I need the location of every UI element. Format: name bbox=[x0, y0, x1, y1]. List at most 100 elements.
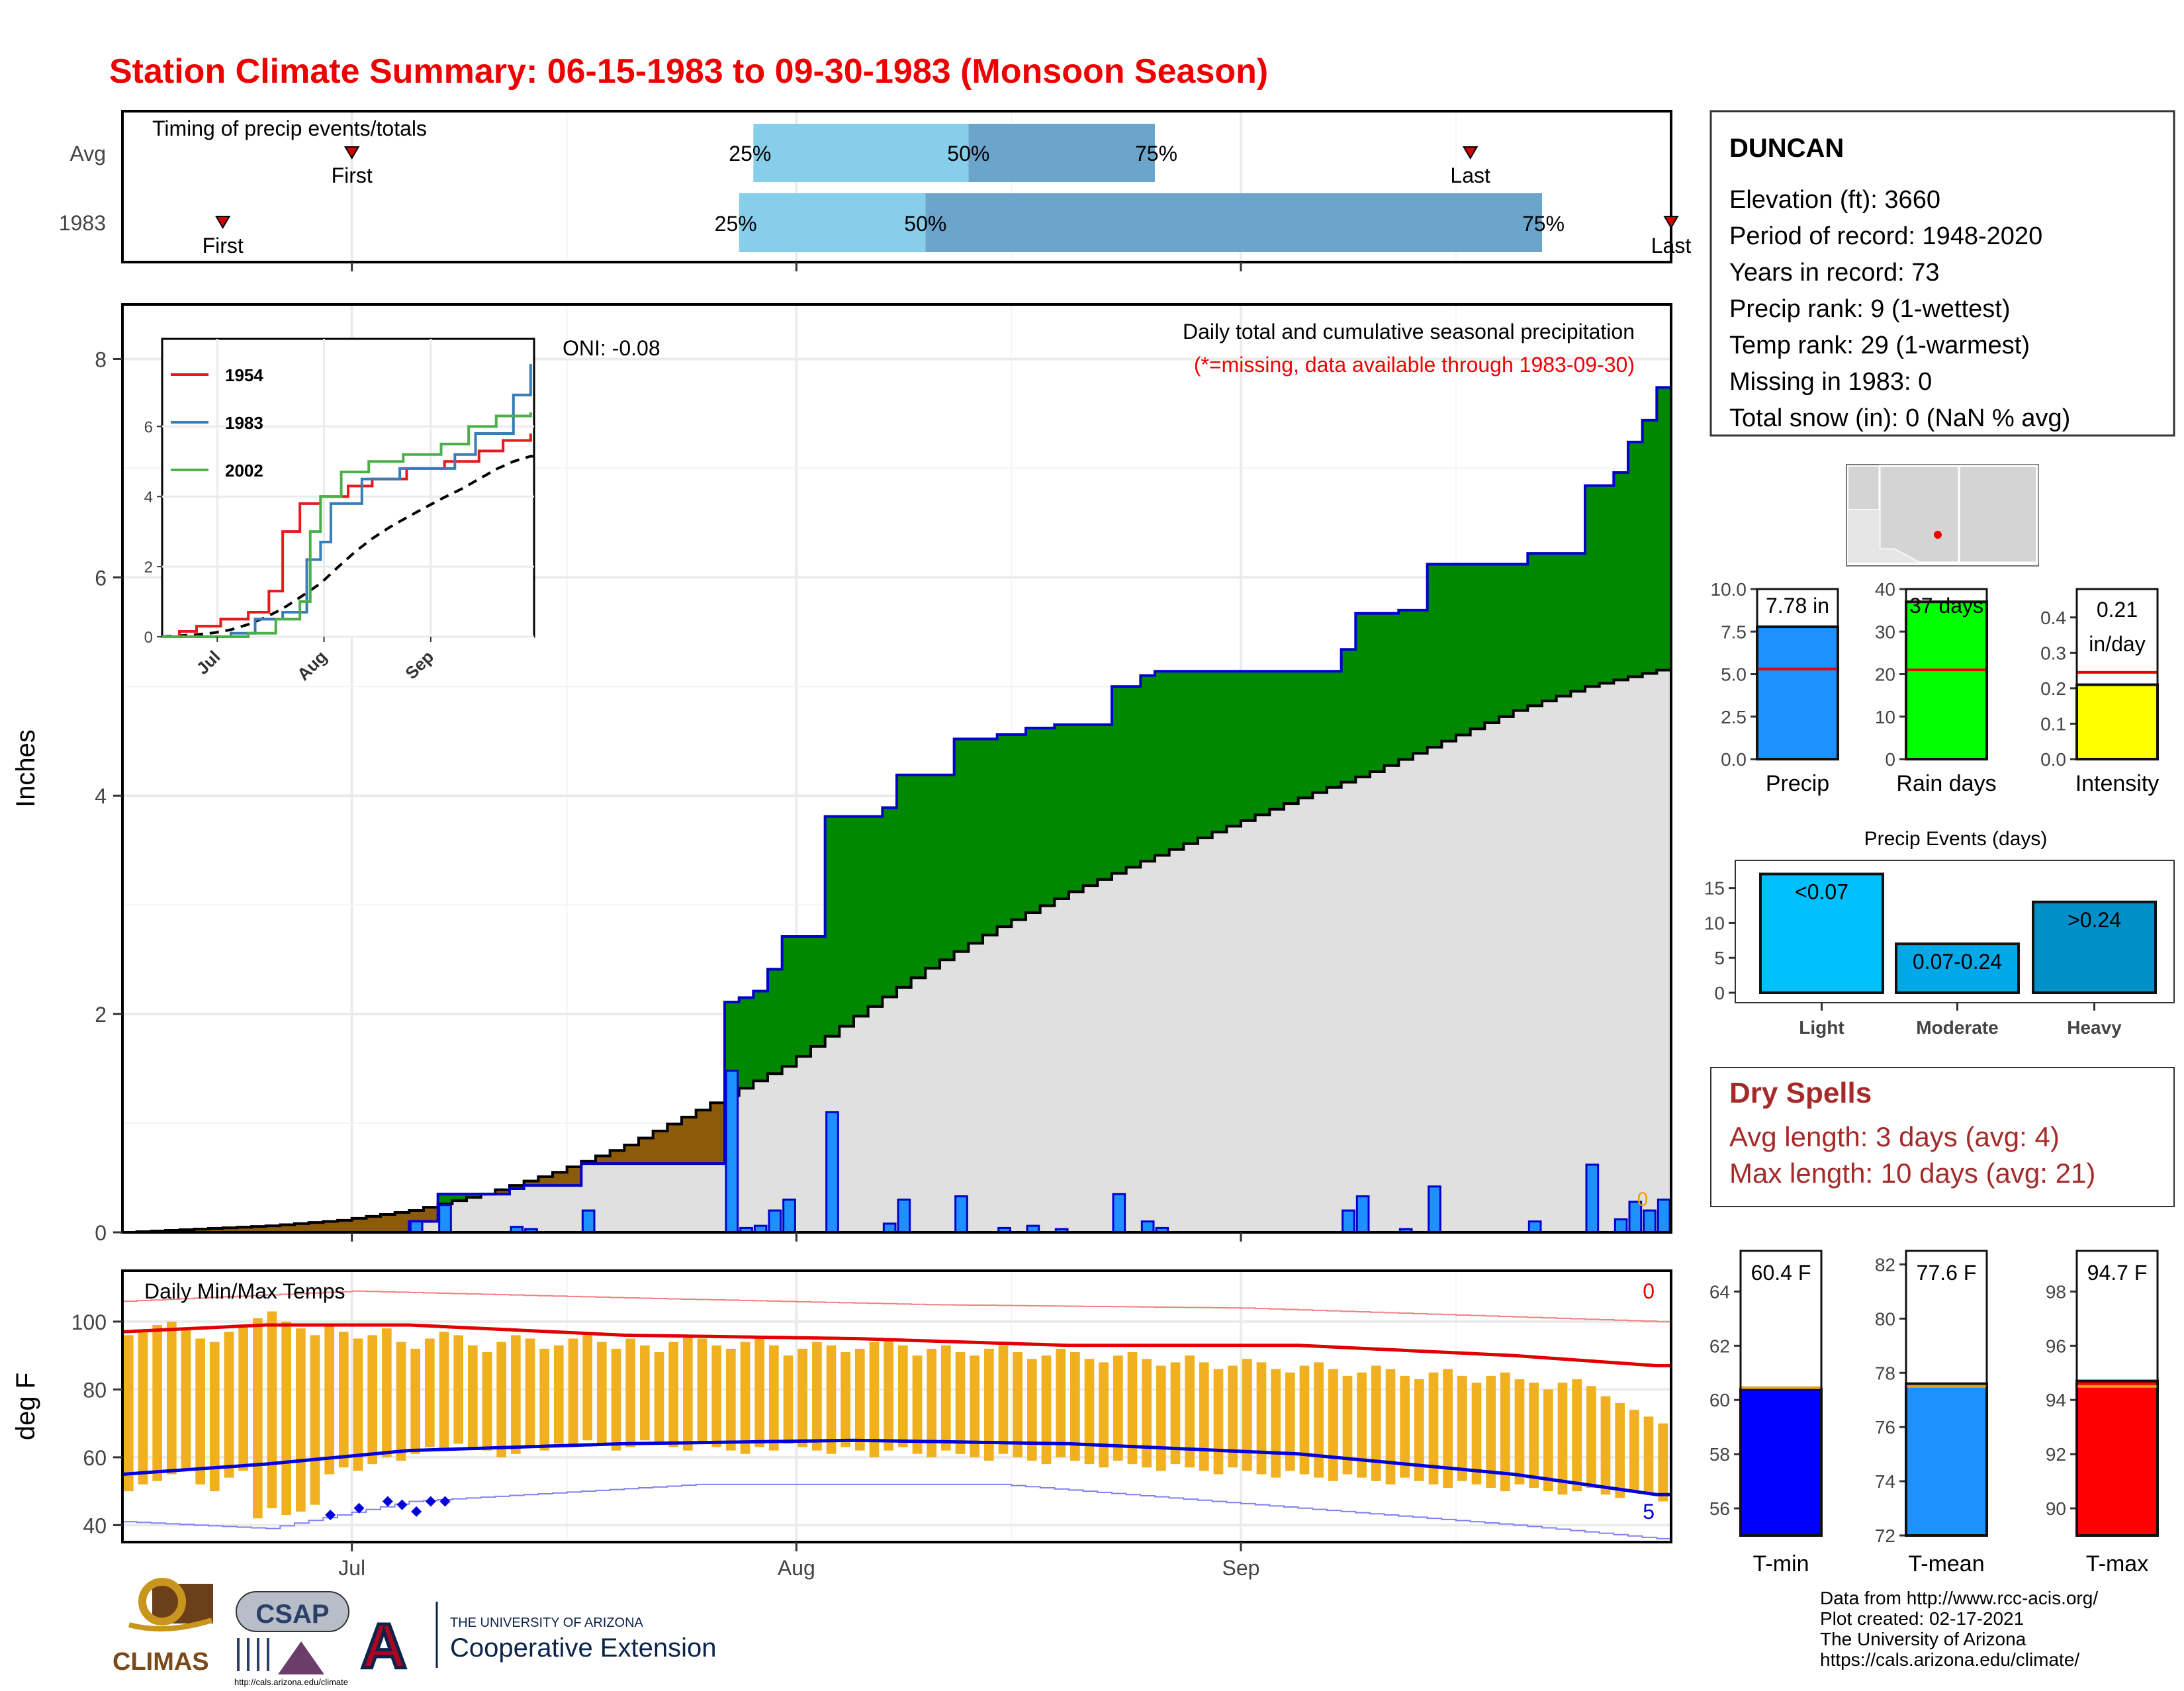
timing-marker-last bbox=[1663, 216, 1679, 229]
above-average-area bbox=[1355, 613, 1371, 777]
daily-temp-range-bar bbox=[468, 1345, 478, 1447]
daily-temp-range-bar bbox=[1213, 1369, 1224, 1475]
map-state-california bbox=[1848, 510, 1919, 563]
inset-series-lines bbox=[161, 364, 534, 638]
below-average-area bbox=[523, 1181, 539, 1186]
dry-spells-max: Max length: 10 days (avg: 21) bbox=[1729, 1158, 2095, 1189]
inset-series-line-2002 bbox=[162, 412, 532, 638]
timing-label-last: Last bbox=[1450, 163, 1490, 187]
timing-label-q75: 75% bbox=[1135, 142, 1177, 165]
daily-precip-bar bbox=[1527, 1220, 1542, 1232]
daily-temp-range-bar bbox=[797, 1348, 807, 1447]
events-bar-label: <0.07 bbox=[1795, 880, 1848, 904]
daily-precip-bar bbox=[782, 1199, 796, 1232]
precip-y-label: Inches bbox=[11, 729, 40, 807]
precip-panel: 0 2 4 6 8 Inches Daily total and cumulative … bbox=[11, 303, 1672, 1245]
above-average-area bbox=[1585, 485, 1600, 687]
ua-bottom-text: Cooperative Extension bbox=[450, 1633, 716, 1663]
above-average-area bbox=[1628, 441, 1643, 677]
below-average-area bbox=[495, 1189, 510, 1195]
daily-temp-range-bar bbox=[568, 1338, 578, 1447]
station-line-precip-rank: Precip rank: 9 (1-wettest) bbox=[1729, 295, 2010, 323]
daily-temp-range-bar bbox=[869, 1342, 880, 1457]
daily-precip-bar bbox=[1614, 1218, 1628, 1232]
legend-label-1983: 1983 bbox=[225, 413, 263, 433]
daily-temp-range-bar bbox=[1170, 1362, 1181, 1465]
above-average-area bbox=[1413, 610, 1428, 754]
summary-frame bbox=[1739, 1250, 1823, 1537]
daily-precip-bar bbox=[1428, 1185, 1441, 1232]
summary-y-tick-label: 40 bbox=[1875, 579, 1895, 600]
temp-gridlines bbox=[122, 1271, 1671, 1542]
temp-summary-panel: 56 58 60 62 64 60.4 F T-min 72 74 76 78 80 82 77.6 F T… bbox=[1709, 1250, 2159, 1577]
summary-category-label: T-mean bbox=[1908, 1551, 1984, 1577]
above-average-area bbox=[739, 997, 754, 1089]
daily-temp-range-bar bbox=[1600, 1396, 1611, 1495]
daily-precip-bar bbox=[409, 1220, 424, 1232]
above-average-area bbox=[1126, 686, 1141, 868]
daily-precip-bar bbox=[1140, 1220, 1155, 1232]
daily-temp-range-bar bbox=[195, 1338, 205, 1485]
summary-value-label: 60.4 F bbox=[1751, 1261, 1811, 1285]
station-location-dot bbox=[1934, 531, 1942, 539]
summary-y-tick-label: 90 bbox=[2046, 1498, 2066, 1519]
daily-temp-range-bar bbox=[740, 1342, 751, 1454]
record-low-marker bbox=[325, 1510, 336, 1520]
map-state-arizona bbox=[1878, 465, 1960, 564]
precip-annotation-missing: (*=missing, data available through 1983-… bbox=[1194, 353, 1635, 377]
summary-bar-t-min bbox=[1739, 1387, 1823, 1537]
summary-category-label: Rain days bbox=[1896, 771, 1996, 796]
timing-bars: 25% 50% 75% First Last 25% 50% 75% First Last bbox=[203, 124, 1691, 257]
daily-temp-range-bar bbox=[984, 1348, 994, 1461]
daily-temp-range-bar bbox=[181, 1328, 191, 1471]
events-bar-label: >0.24 bbox=[2068, 908, 2121, 932]
daily-temp-range-bar bbox=[1629, 1410, 1639, 1492]
precip-y-tick-label: 0 bbox=[95, 1221, 107, 1245]
daily-temp-range-bar bbox=[640, 1345, 650, 1441]
events-y-tick-label: 5 bbox=[1714, 948, 1725, 968]
station-line-missing: Missing in 1983: 0 bbox=[1729, 368, 1932, 396]
timing-bar-q25-q50 bbox=[739, 193, 926, 252]
summary-y-tick-label: 0.3 bbox=[2040, 643, 2066, 663]
dry-spells-avg: Avg length: 3 days (avg: 4) bbox=[1729, 1121, 2060, 1152]
daily-temp-range-bar bbox=[310, 1335, 320, 1505]
daily-temp-range-bar bbox=[1156, 1365, 1166, 1471]
month-tick-label: Sep bbox=[1222, 1556, 1260, 1580]
above-average-area bbox=[897, 774, 912, 987]
inset-y-tick-label: 6 bbox=[144, 418, 153, 436]
daily-temp-range-bar bbox=[382, 1328, 392, 1457]
above-average-area bbox=[1427, 564, 1442, 748]
station-line-temp-rank: Temp rank: 29 (1-warmest) bbox=[1729, 332, 2030, 359]
timing-row-label-year: 1983 bbox=[59, 211, 106, 235]
summary-y-tick-label: 80 bbox=[1875, 1308, 1895, 1329]
above-average-area bbox=[1011, 734, 1026, 920]
daily-temp-range-bar bbox=[726, 1348, 736, 1451]
daily-temp-range-bar bbox=[1658, 1423, 1668, 1502]
temp-frame bbox=[121, 1269, 1672, 1543]
above-average-area bbox=[839, 816, 854, 1027]
above-average-area bbox=[1226, 671, 1242, 827]
summary-y-tick-label: 72 bbox=[1875, 1526, 1895, 1546]
above-average-area bbox=[1556, 553, 1571, 696]
events-y-tick-label: 10 bbox=[1704, 913, 1725, 933]
summary-y-tick-label: 64 bbox=[1709, 1281, 1730, 1302]
summary-bar-intensity bbox=[2075, 683, 2159, 760]
precip-events-panel: Precip Events (days) 0 5 10 15 <0.07 Light 0.0… bbox=[1704, 828, 2175, 1038]
station-line-years: Years in record: 73 bbox=[1729, 259, 1940, 287]
summary-value-label: 77.6 F bbox=[1917, 1261, 1977, 1285]
record-low-marker bbox=[353, 1502, 365, 1514]
dry-spells-panel: Dry Spells Avg length: 3 days (avg: 4) M… bbox=[1710, 1067, 2175, 1207]
daily-temp-range-bar bbox=[339, 1332, 349, 1468]
csap-logo: CSAP http://cals.arizona.edu/climate bbox=[234, 1591, 349, 1687]
below-average-area bbox=[338, 1220, 353, 1232]
daily-temp-range-bar bbox=[1615, 1402, 1625, 1498]
temp-missing-min: 5 bbox=[1643, 1500, 1655, 1524]
daily-temp-range-bar bbox=[281, 1321, 291, 1515]
legend-label-2002: 2002 bbox=[225, 461, 263, 480]
above-average-area bbox=[1097, 725, 1113, 880]
daily-temp-range-bar bbox=[1142, 1359, 1152, 1468]
temp-y-tick-label: 40 bbox=[83, 1514, 107, 1537]
csap-url: http://cals.arizona.edu/climate bbox=[234, 1677, 348, 1687]
daily-temp-range-bar bbox=[1056, 1348, 1066, 1457]
record-low-marker bbox=[396, 1499, 408, 1510]
